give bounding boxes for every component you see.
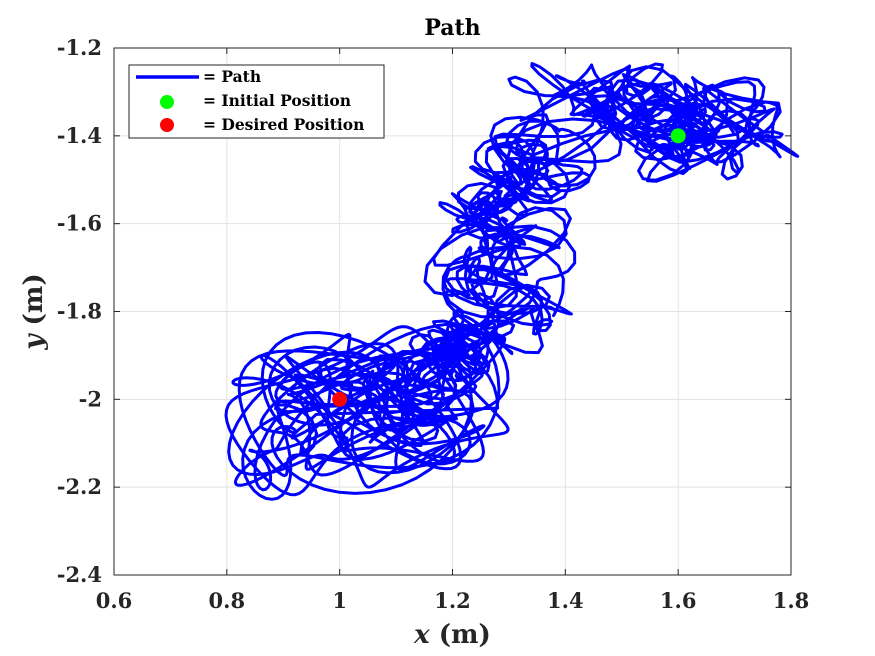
x-tick-label: 0.6 xyxy=(96,588,133,613)
legend: = Path = Initial Position = Desired Posi… xyxy=(128,64,385,139)
legend-label-path: = Path xyxy=(203,67,261,86)
x-axis-symbol: x xyxy=(413,620,430,650)
path-line xyxy=(224,62,800,501)
path-series xyxy=(224,62,800,501)
x-tick-label: 0.8 xyxy=(209,588,246,613)
y-axis-unit: (m) xyxy=(19,273,49,334)
x-tick-label: 1 xyxy=(332,588,347,613)
position-markers xyxy=(332,128,686,407)
x-tick-label: 1.6 xyxy=(660,588,697,613)
x-tick-label: 1.2 xyxy=(434,588,471,613)
y-tick-label: -2 xyxy=(79,386,102,411)
y-tick-label: -1.2 xyxy=(57,35,102,60)
x-tick-label: 1.4 xyxy=(547,588,584,613)
y-axis-symbol: y xyxy=(19,333,49,351)
ticks: 0.6 0.8 1 1.2 1.4 1.6 1.8 -2.4 -2.2 -2 -1.8 -1.6 -1.… xyxy=(57,35,810,613)
x-axis-unit: (m) xyxy=(430,620,491,650)
y-tick-label: -2.4 xyxy=(57,562,102,587)
legend-label-initial-position: = Initial Position xyxy=(203,91,351,110)
x-tick-label: 1.8 xyxy=(773,588,810,613)
y-tick-label: -1.4 xyxy=(57,123,102,148)
chart-title: Path xyxy=(424,15,480,41)
y-tick-label: -1.8 xyxy=(57,299,102,324)
initial-position-marker xyxy=(670,128,686,144)
desired-position-marker xyxy=(332,391,348,407)
legend-label-desired-position: = Desired Position xyxy=(203,115,364,134)
legend-initial-marker xyxy=(160,95,174,109)
legend-desired-marker xyxy=(160,118,174,132)
x-axis-label: x (m) xyxy=(413,620,491,650)
y-axis-label: y (m) xyxy=(19,273,49,350)
y-tick-label: -1.6 xyxy=(57,211,102,236)
y-tick-label: -2.2 xyxy=(57,474,102,499)
